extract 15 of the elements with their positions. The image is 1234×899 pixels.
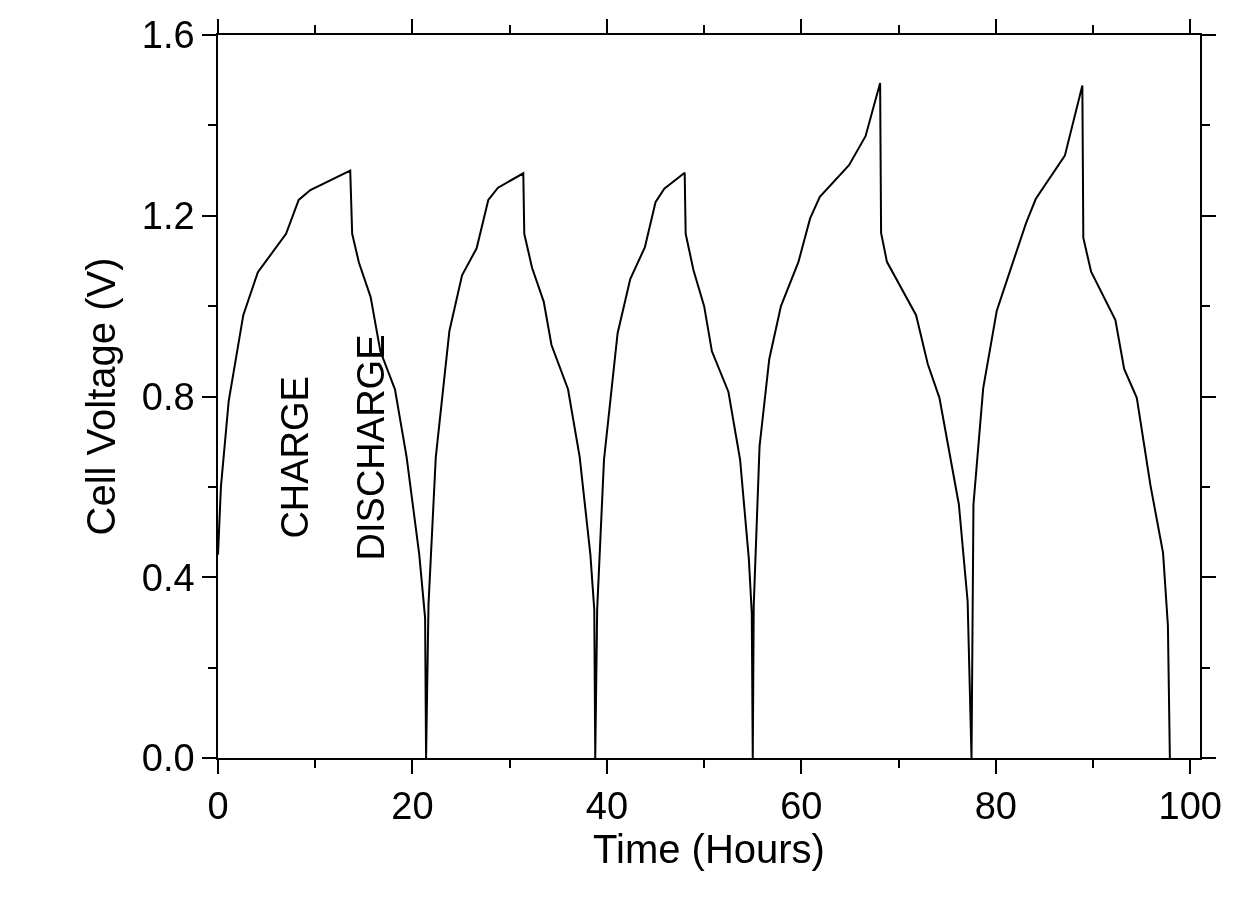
y-axis-title: Cell Voltage (V): [78, 257, 123, 536]
x-tick-label: 0: [207, 785, 229, 828]
annotation: DISCHARGE: [349, 334, 392, 561]
x-tick-label: 40: [585, 785, 629, 828]
annotation: CHARGE: [274, 376, 317, 539]
y-tick-label: 0.0: [141, 737, 195, 780]
x-tick-label: 60: [780, 785, 823, 828]
x-axis-title: Time (Hours): [593, 827, 825, 872]
y-tick-label: 0.4: [141, 556, 195, 599]
y-tick-label: 1.2: [141, 195, 195, 238]
x-tick-label: 100: [1158, 785, 1222, 828]
x-tick-label: 80: [974, 785, 1017, 828]
y-tick-label: 0.8: [141, 375, 195, 418]
y-tick-label: 1.6: [141, 14, 195, 57]
x-tick-label: 20: [391, 785, 434, 828]
